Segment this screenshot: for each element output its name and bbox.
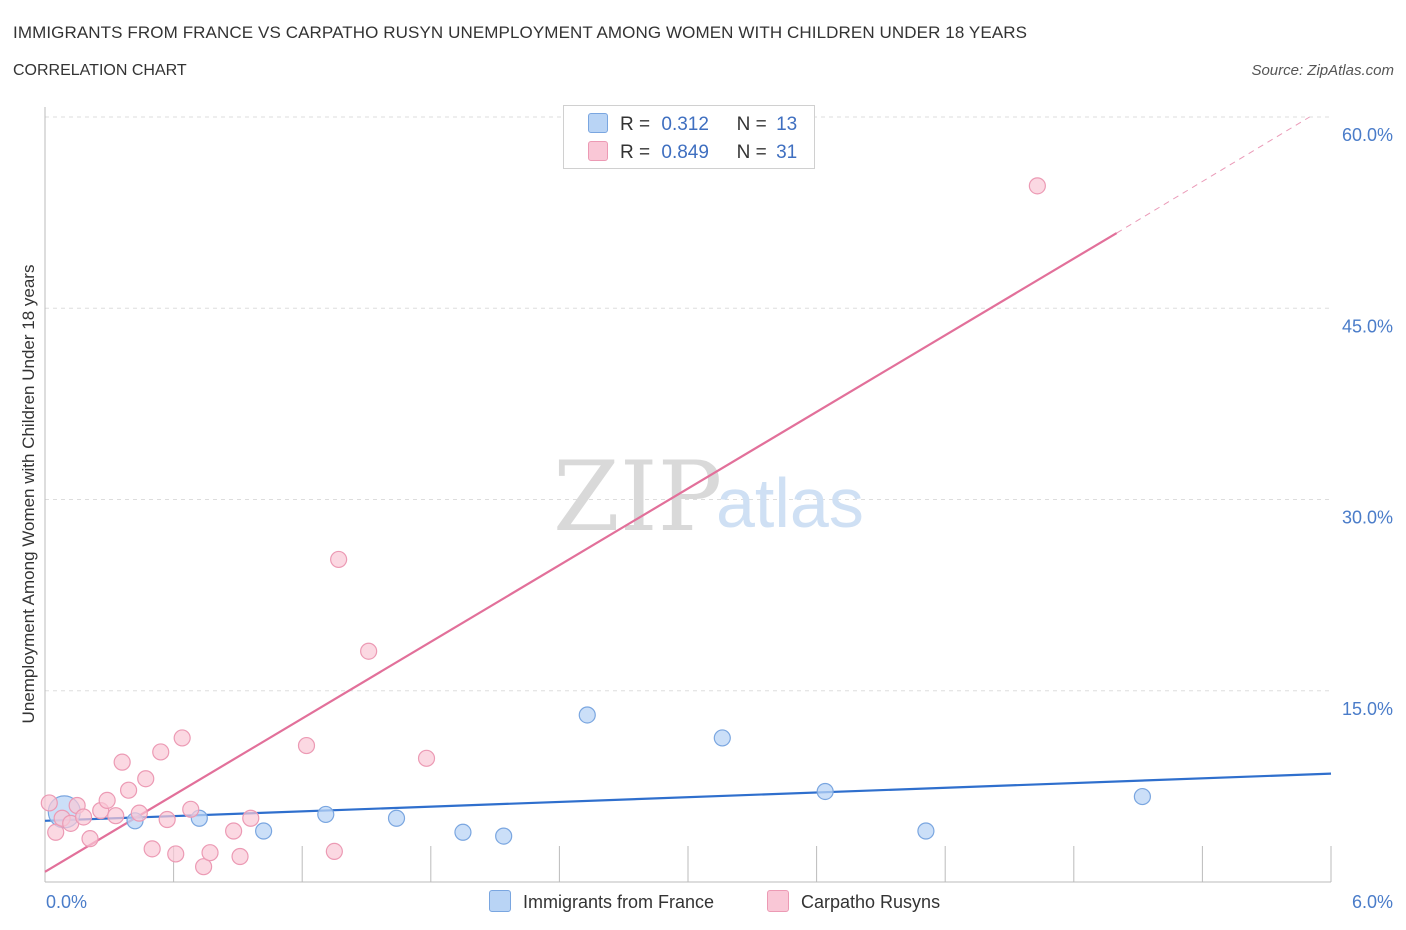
point-rusyn	[81, 830, 99, 848]
point-rusyn	[137, 770, 155, 788]
point-rusyn	[225, 822, 243, 840]
legend-swatch-france	[588, 113, 608, 133]
legend-n-value-rusyn: 31	[776, 142, 798, 163]
stats-legend: R = 0.312 N = 13 R = 0.849 N = 31	[563, 105, 815, 169]
source-label: Source: ZipAtlas.com	[1251, 62, 1394, 79]
point-france	[255, 822, 273, 840]
point-rusyn	[40, 794, 58, 812]
point-rusyn	[173, 729, 191, 747]
watermark-zip: ZIP	[553, 441, 722, 553]
point-rusyn	[130, 804, 148, 822]
point-rusyn	[152, 743, 170, 761]
point-rusyn	[360, 642, 378, 660]
trend-line-rusyn-extension	[1116, 116, 1310, 234]
point-france	[917, 822, 935, 840]
trend-lines	[44, 116, 1332, 873]
point-rusyn	[297, 736, 316, 755]
legend-r-value-france: 0.312	[661, 114, 709, 135]
legend-r-label-france: R =	[620, 114, 651, 135]
y-tick-label-15: 15.0%	[1342, 699, 1393, 719]
point-rusyn	[107, 807, 125, 825]
point-france	[1133, 787, 1151, 806]
axes	[44, 107, 1332, 883]
point-france	[495, 827, 513, 845]
legend-r-value-rusyn: 0.849	[661, 142, 709, 163]
trend-line-rusyn	[44, 232, 1118, 873]
bottom-legend-label-rusyn: Carpatho Rusyns	[801, 892, 941, 912]
point-rusyn	[158, 810, 176, 829]
point-rusyn	[242, 809, 260, 827]
point-rusyn	[113, 753, 131, 771]
y-axis-label: Unemployment Among Women with Children U…	[19, 265, 38, 724]
point-rusyn	[1028, 177, 1046, 195]
point-rusyn	[182, 800, 200, 818]
point-rusyn	[119, 781, 138, 799]
point-france	[578, 706, 596, 724]
legend-row-rusyn: R = 0.849 N = 31	[588, 141, 797, 163]
tick-labels: 15.0% 30.0% 45.0% 60.0% 0.0% 6.0%	[46, 125, 1393, 912]
point-rusyn	[325, 842, 343, 861]
watermark: ZIP atlas	[553, 441, 864, 553]
point-rusyn	[231, 847, 249, 866]
bottom-legend-swatch-france	[489, 890, 511, 912]
watermark-atlas: atlas	[716, 464, 864, 542]
bottom-legend-rusyn: Carpatho Rusyns	[767, 890, 940, 913]
point-france	[387, 809, 406, 827]
chart-title: IMMIGRANTS FROM FRANCE VS CARPATHO RUSYN…	[13, 23, 1028, 42]
legend-n-label-france: N =	[736, 114, 767, 135]
point-rusyn	[417, 749, 436, 767]
y-tick-label-45: 45.0%	[1342, 316, 1393, 336]
point-rusyn	[195, 858, 213, 876]
bottom-legend-swatch-rusyn	[767, 890, 789, 912]
point-rusyn	[167, 845, 185, 863]
legend-swatch-rusyn	[588, 141, 608, 161]
trend-line-france	[44, 772, 1332, 822]
point-france	[713, 729, 731, 747]
y-tick-label-60: 60.0%	[1342, 125, 1393, 145]
point-france	[317, 805, 335, 824]
bottom-legend-france: Immigrants from France	[489, 890, 714, 913]
legend-r-label-rusyn: R =	[620, 142, 651, 163]
chart-subtitle: CORRELATION CHART	[13, 62, 187, 79]
point-rusyn	[143, 840, 161, 858]
x-tick-label-6: 6.0%	[1352, 892, 1393, 912]
x-tick-label-0: 0.0%	[46, 892, 87, 912]
point-rusyn	[74, 808, 93, 826]
legend-n-value-france: 13	[776, 114, 798, 135]
data-points	[40, 177, 1151, 876]
point-france	[816, 782, 834, 801]
legend-n-label-rusyn: N =	[736, 142, 767, 163]
bottom-legend-label-france: Immigrants from France	[523, 892, 715, 912]
point-rusyn	[201, 844, 219, 862]
legend-row-france: R = 0.312 N = 13	[588, 113, 797, 135]
point-rusyn	[330, 550, 348, 569]
point-rusyn	[47, 823, 65, 841]
grid-lines	[45, 116, 1331, 692]
point-france	[454, 823, 472, 841]
point-rusyn	[98, 791, 116, 810]
y-tick-label-30: 30.0%	[1342, 508, 1393, 528]
